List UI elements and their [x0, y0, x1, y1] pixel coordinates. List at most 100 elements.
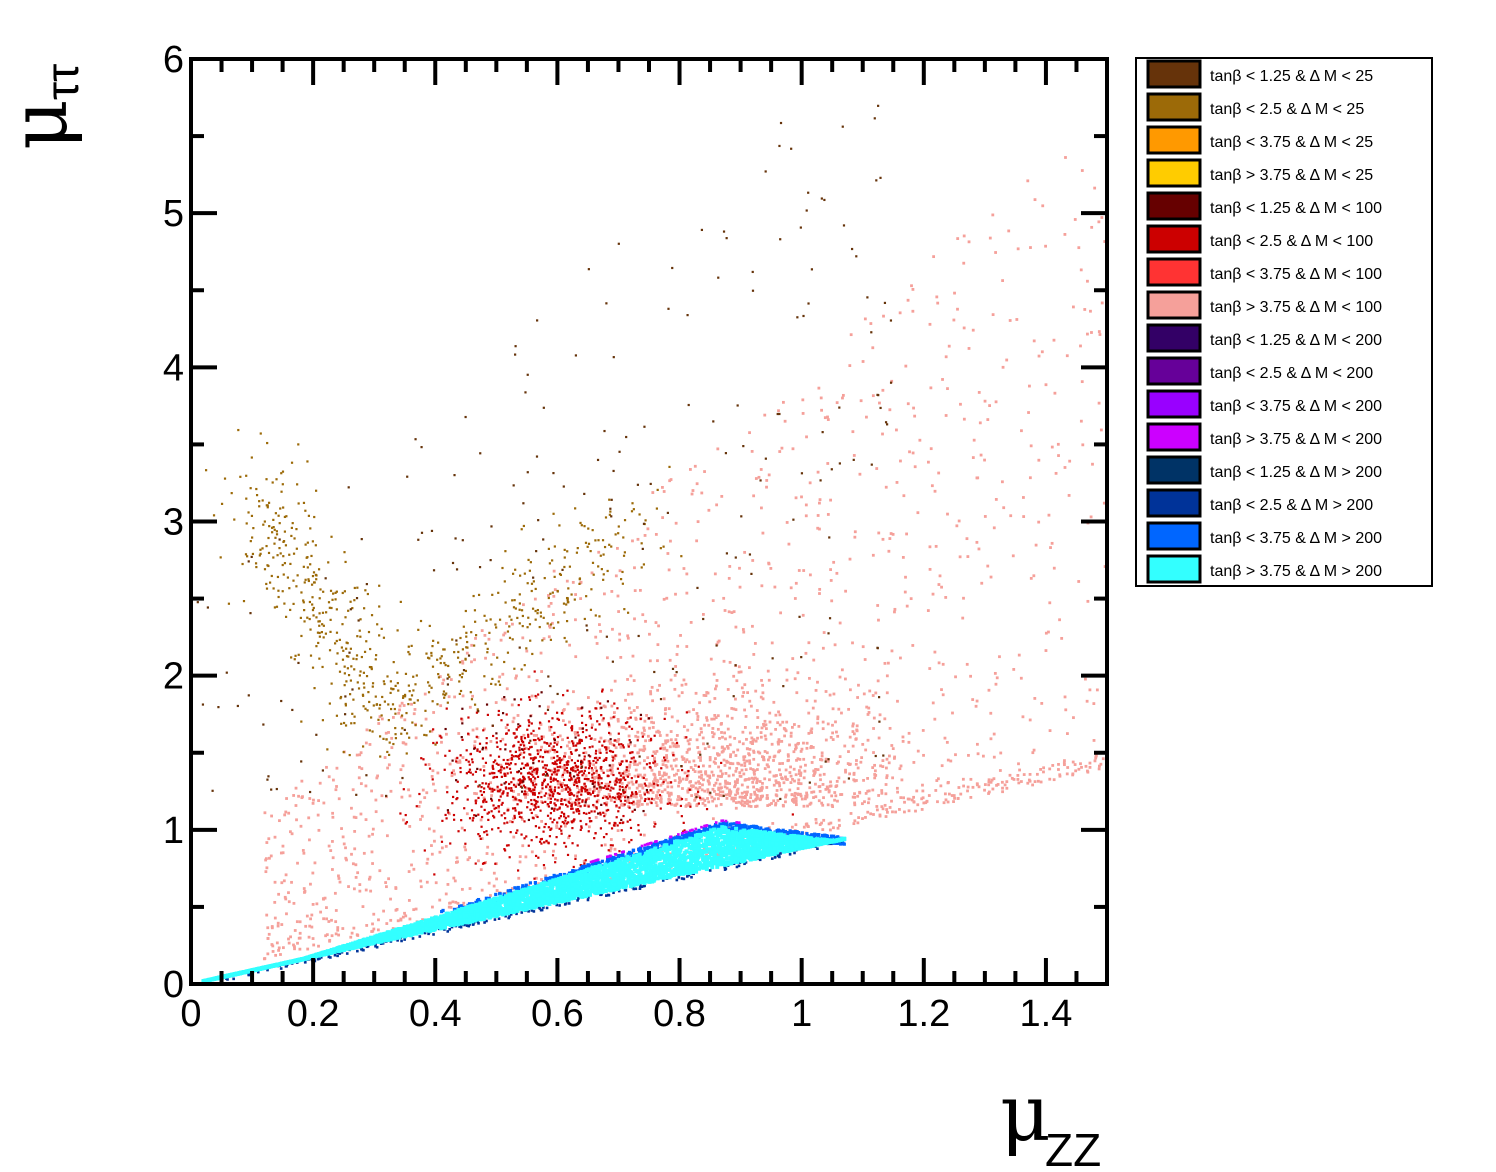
scatter-point [211, 789, 214, 792]
scatter-point [613, 780, 617, 784]
scatter-point [589, 550, 592, 553]
scatter-point [495, 737, 498, 740]
scatter-point [636, 751, 640, 755]
scatter-point [654, 764, 657, 768]
scatter-point [680, 691, 684, 695]
scatter-point [530, 811, 533, 815]
scatter-point [546, 705, 550, 709]
scatter-point [965, 537, 969, 541]
scatter-point [770, 641, 774, 645]
scatter-point [562, 872, 566, 877]
scatter-point [478, 742, 482, 745]
scatter-point [635, 792, 638, 796]
scatter-point [532, 788, 535, 791]
scatter-point [838, 675, 842, 679]
scatter-point [427, 827, 431, 831]
scatter-point [672, 758, 676, 762]
scatter-point [295, 528, 298, 531]
scatter-point [761, 781, 764, 785]
scatter-point [541, 784, 544, 787]
scatter-point [1052, 778, 1056, 782]
scatter-point [567, 587, 570, 590]
scatter-point [610, 750, 613, 753]
scatter-point [605, 787, 608, 791]
scatter-point [267, 501, 271, 504]
scatter-point [758, 751, 762, 755]
scatter-point [656, 659, 659, 663]
scatter-point [521, 762, 524, 765]
scatter-point [1081, 443, 1085, 447]
scatter-point [239, 475, 242, 478]
scatter-point [738, 740, 741, 744]
scatter-point [368, 700, 371, 704]
scatter-point [728, 766, 732, 770]
scatter-point [580, 793, 583, 796]
scatter-point [378, 869, 382, 873]
scatter-point [499, 771, 502, 774]
scatter-point [318, 631, 321, 635]
scatter-point [518, 782, 522, 785]
scatter-point [470, 809, 474, 812]
scatter-point [446, 683, 450, 686]
scatter-point [831, 731, 835, 735]
scatter-point [1071, 773, 1075, 777]
scatter-point [566, 853, 570, 857]
scatter-point [898, 808, 901, 811]
scatter-point [758, 780, 762, 783]
scatter-point [635, 786, 639, 790]
scatter-point [821, 646, 825, 650]
scatter-point [340, 827, 343, 830]
scatter-point [697, 765, 700, 768]
scatter-point [484, 642, 487, 645]
scatter-point [266, 506, 269, 509]
scatter-point [640, 542, 643, 545]
scatter-point [802, 569, 806, 572]
scatter-point [884, 783, 888, 786]
scatter-point [577, 809, 581, 812]
scatter-point [886, 810, 889, 814]
scatter-point [311, 574, 315, 578]
scatter-point [891, 776, 895, 780]
scatter-point [247, 560, 250, 563]
scatter-point [307, 514, 311, 517]
scatter-point [302, 599, 305, 602]
scatter-point [799, 750, 803, 753]
scatter-point [553, 772, 557, 776]
scatter-point [511, 599, 514, 602]
scatter-point [805, 795, 809, 799]
scatter-point [733, 797, 737, 800]
scatter-point [907, 809, 911, 813]
scatter-point [670, 802, 673, 806]
scatter-point [528, 623, 532, 626]
scatter-point [553, 768, 556, 771]
scatter-point [500, 814, 503, 817]
scatter-point [962, 261, 966, 265]
scatter-point [1054, 471, 1058, 475]
scatter-point [629, 760, 632, 764]
scatter-point [370, 930, 374, 933]
scatter-point [458, 680, 461, 683]
scatter-point [467, 654, 471, 657]
scatter-point [267, 837, 271, 841]
scatter-point [403, 693, 407, 697]
scatter-point [518, 749, 521, 752]
scatter-point [460, 826, 464, 830]
scatter-point [477, 859, 480, 863]
scatter-point [801, 398, 805, 402]
scatter-point [507, 787, 510, 790]
scatter-point [275, 478, 278, 481]
scatter-point [662, 490, 666, 493]
scatter-point [549, 742, 552, 745]
scatter-point [558, 734, 562, 738]
scatter-point [708, 756, 712, 759]
scatter-point [272, 556, 275, 559]
scatter-point [518, 746, 521, 749]
scatter-point [927, 460, 930, 464]
scatter-point [583, 777, 586, 780]
scatter-point [611, 796, 614, 799]
scatter-point [477, 796, 480, 800]
scatter-point [311, 596, 314, 599]
scatter-point [453, 695, 457, 699]
scatter-point [1050, 541, 1054, 545]
scatter-point [465, 651, 469, 655]
